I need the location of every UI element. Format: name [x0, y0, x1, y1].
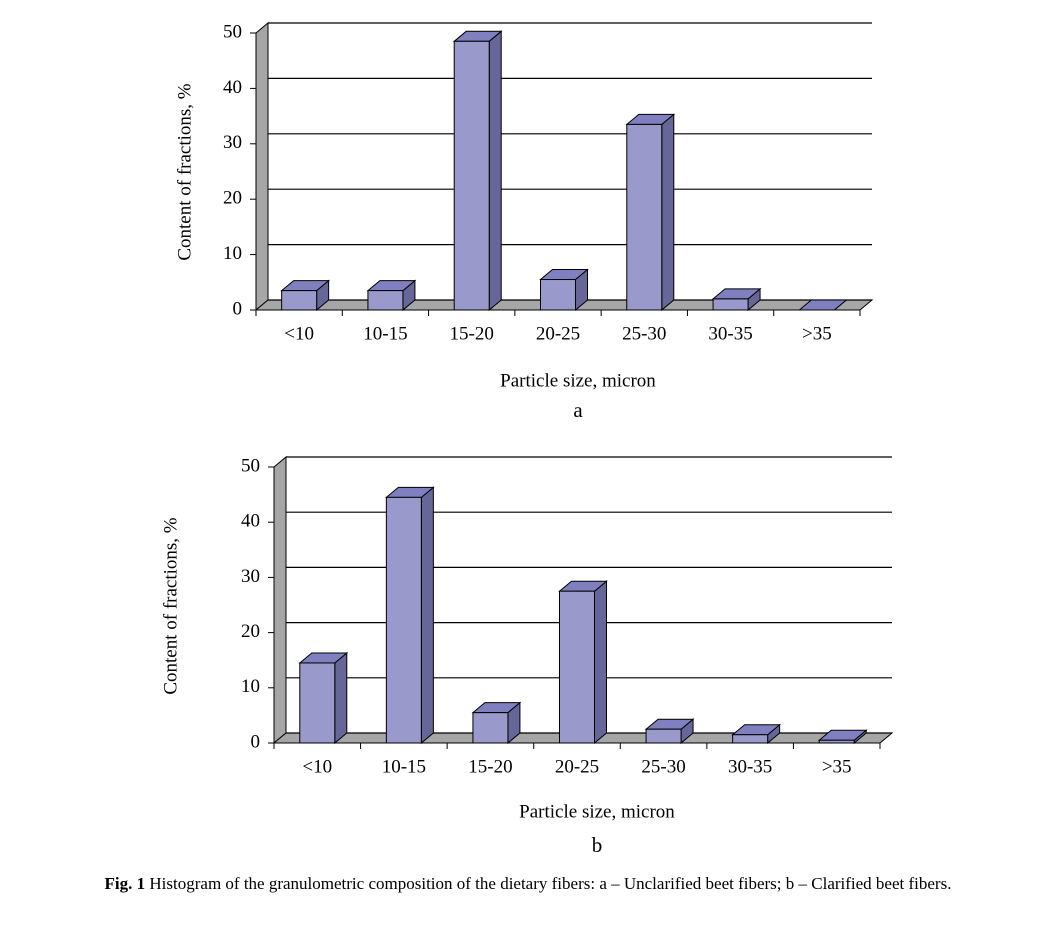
x-tick-label: 15-20 — [450, 323, 494, 344]
bar-front — [540, 279, 576, 311]
y-tick-label: 50 — [241, 455, 260, 476]
bar-top — [797, 299, 848, 311]
x-tick-label: 30-35 — [728, 756, 772, 777]
bar-front — [367, 290, 404, 311]
y-tick-label: 20 — [223, 188, 242, 209]
caption-text: Histogram of the granulometric compositi… — [149, 874, 952, 893]
y-tick-label: 40 — [223, 77, 242, 98]
y-tick-label: 30 — [223, 132, 242, 153]
x-axis-label: Particle size, micron — [519, 801, 675, 822]
y-tick-label: 0 — [251, 731, 261, 752]
y-tick-label: 20 — [241, 621, 260, 642]
y-tick-label: 30 — [241, 566, 260, 587]
left-wall — [273, 455, 287, 745]
x-tick-label: 20-25 — [555, 756, 599, 777]
y-axis-label: Content of fractions, % — [174, 83, 195, 260]
bar — [558, 580, 608, 745]
x-tick-label: >35 — [802, 323, 832, 344]
x-tick-label: 10-15 — [382, 756, 426, 777]
bar-front — [626, 123, 663, 311]
bar-side — [594, 580, 607, 745]
bar-front — [559, 590, 595, 744]
panel-label: a — [573, 398, 583, 422]
bar-side — [420, 486, 434, 745]
bar — [817, 729, 868, 745]
bar — [797, 299, 848, 311]
bar — [471, 701, 522, 745]
x-tick-label: 25-30 — [641, 756, 685, 777]
x-tick-label: 30-35 — [708, 323, 752, 344]
bar — [298, 651, 349, 745]
bar-front — [472, 712, 509, 744]
bar-side — [334, 651, 348, 745]
bar — [539, 268, 589, 312]
bar — [711, 287, 762, 312]
y-tick-label: 10 — [223, 243, 242, 264]
bar-front — [818, 739, 855, 744]
x-tick-label: <10 — [302, 756, 332, 777]
bar-front — [385, 496, 422, 744]
y-tick-label: 0 — [233, 298, 243, 319]
x-tick-label: 25-30 — [622, 323, 666, 344]
bar-front — [645, 728, 682, 744]
bar — [384, 486, 435, 745]
y-axis-label: Content of fractions, % — [160, 517, 181, 694]
bar-side — [661, 113, 675, 312]
bar-side — [488, 30, 502, 312]
bar-front — [732, 734, 769, 744]
bar-front — [281, 290, 318, 311]
x-axis-label: Particle size, micron — [500, 370, 656, 391]
bar — [452, 30, 503, 312]
figure-caption: Fig. 1 Histogram of the granulometric co… — [20, 872, 1036, 896]
bar — [366, 279, 417, 312]
x-tick-label: 15-20 — [468, 756, 512, 777]
left-wall — [255, 21, 269, 312]
bar — [644, 718, 695, 745]
y-tick-label: 50 — [223, 21, 242, 42]
caption-label: Fig. 1 — [104, 874, 146, 893]
bar — [625, 113, 676, 312]
x-tick-label: 10-15 — [363, 323, 407, 344]
bar-front — [712, 298, 749, 311]
figure: 0 10 20 30 40 50 <10 10-15 15-20 20-25 25-30 30-35 >… — [160, 21, 894, 857]
bar-front — [453, 40, 490, 311]
bar — [280, 279, 331, 312]
x-tick-label: <10 — [284, 323, 314, 344]
panel-label: b — [592, 833, 603, 857]
bar — [731, 723, 782, 745]
y-tick-label: 10 — [241, 676, 260, 697]
x-tick-label: >35 — [822, 756, 852, 777]
y-tick-label: 40 — [241, 511, 260, 532]
x-tick-label: 20-25 — [536, 323, 580, 344]
bar-front — [299, 662, 336, 744]
